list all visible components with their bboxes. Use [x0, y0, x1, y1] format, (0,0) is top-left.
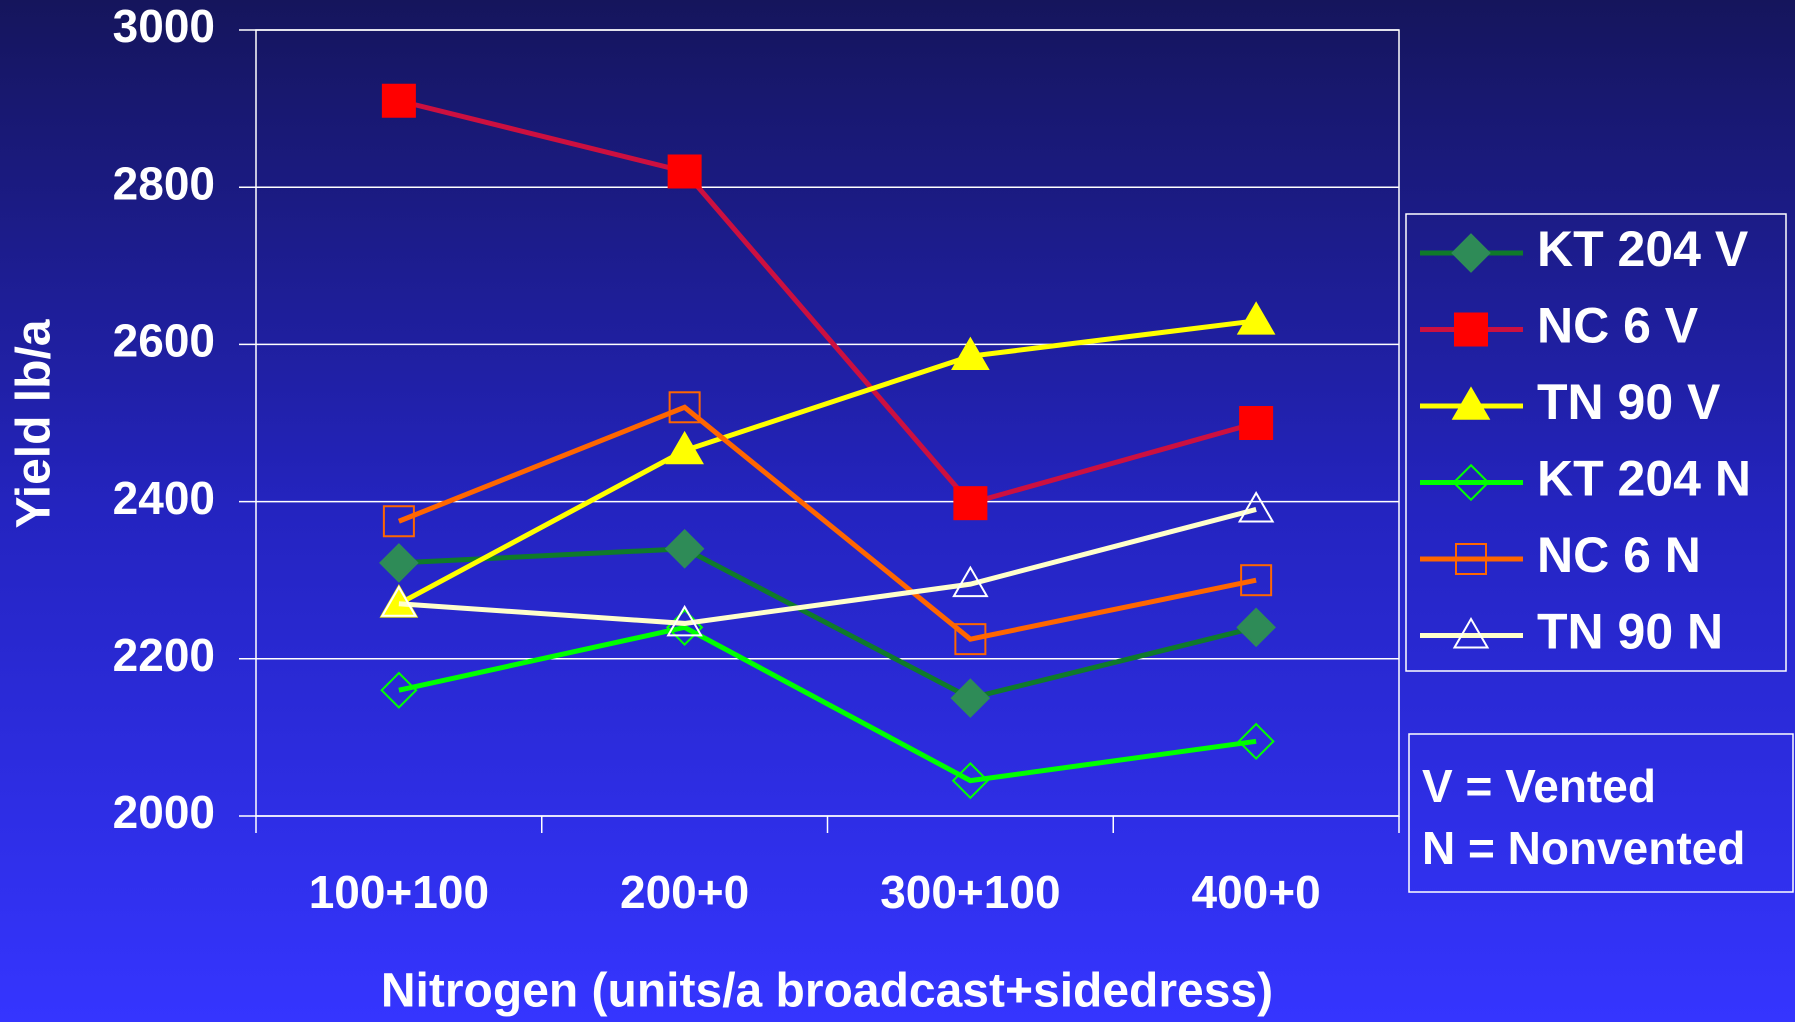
marker: [664, 528, 705, 569]
marker: [666, 604, 703, 637]
marker: [1237, 490, 1275, 523]
x-tick-label: 200+0: [620, 866, 749, 918]
marker: [668, 391, 701, 424]
marker: [952, 565, 989, 598]
legend-marker: [1451, 233, 1491, 273]
series-line: [398, 624, 1257, 784]
x-axis-title: Nitrogen (units/a broadcast+sidedress): [381, 965, 1273, 1018]
marker: [1236, 301, 1276, 335]
x-tick-label: 400+0: [1192, 866, 1321, 918]
marker: [380, 671, 418, 709]
series-line: [398, 546, 1257, 701]
marker: [1237, 722, 1275, 760]
legend-label: KT 204 N: [1537, 451, 1751, 507]
marker: [382, 505, 415, 538]
y-tick-label: 2000: [113, 786, 215, 838]
legend-label: KT 204 V: [1537, 221, 1749, 277]
series-line: [398, 507, 1257, 626]
y-axis-title: Yield lb/a: [8, 319, 61, 528]
legend-box: [1405, 213, 1787, 672]
legend-label: NC 6 V: [1537, 298, 1699, 354]
marker: [1236, 607, 1276, 648]
legend-marker: [1454, 312, 1488, 347]
y-tick-label: 2800: [113, 157, 215, 209]
series-line: [397, 404, 1257, 642]
marker: [953, 486, 988, 521]
series-line: [398, 98, 1257, 507]
legend-marker: [1451, 386, 1491, 420]
note-box: [1408, 733, 1794, 893]
marker: [1240, 564, 1273, 597]
marker: [954, 623, 987, 656]
y-tick-label: 2600: [113, 315, 215, 367]
legend-label: TN 90 N: [1537, 604, 1723, 660]
marker: [951, 761, 990, 800]
marker: [381, 83, 416, 118]
marker: [379, 543, 419, 583]
y-tick-label: 2400: [113, 472, 215, 524]
note: V = Vented: [1422, 760, 1656, 812]
legend-marker: [1455, 543, 1487, 575]
marker: [665, 430, 704, 465]
legend-label: TN 90 V: [1537, 374, 1721, 430]
marker: [667, 154, 702, 189]
marker: [950, 678, 991, 718]
y-tick-label: 3000: [113, 0, 215, 52]
series-line: [397, 318, 1257, 606]
legend-marker: [1452, 463, 1490, 502]
legend-label: NC 6 N: [1537, 527, 1701, 583]
marker: [951, 336, 990, 370]
legend-marker: [1452, 617, 1490, 649]
x-tick-label: 300+100: [880, 866, 1060, 918]
note: N = Nonvented: [1422, 822, 1745, 874]
y-tick-label: 2200: [113, 629, 215, 681]
x-tick-label: 100+100: [309, 866, 489, 918]
marker: [380, 585, 418, 617]
marker: [1239, 406, 1274, 440]
